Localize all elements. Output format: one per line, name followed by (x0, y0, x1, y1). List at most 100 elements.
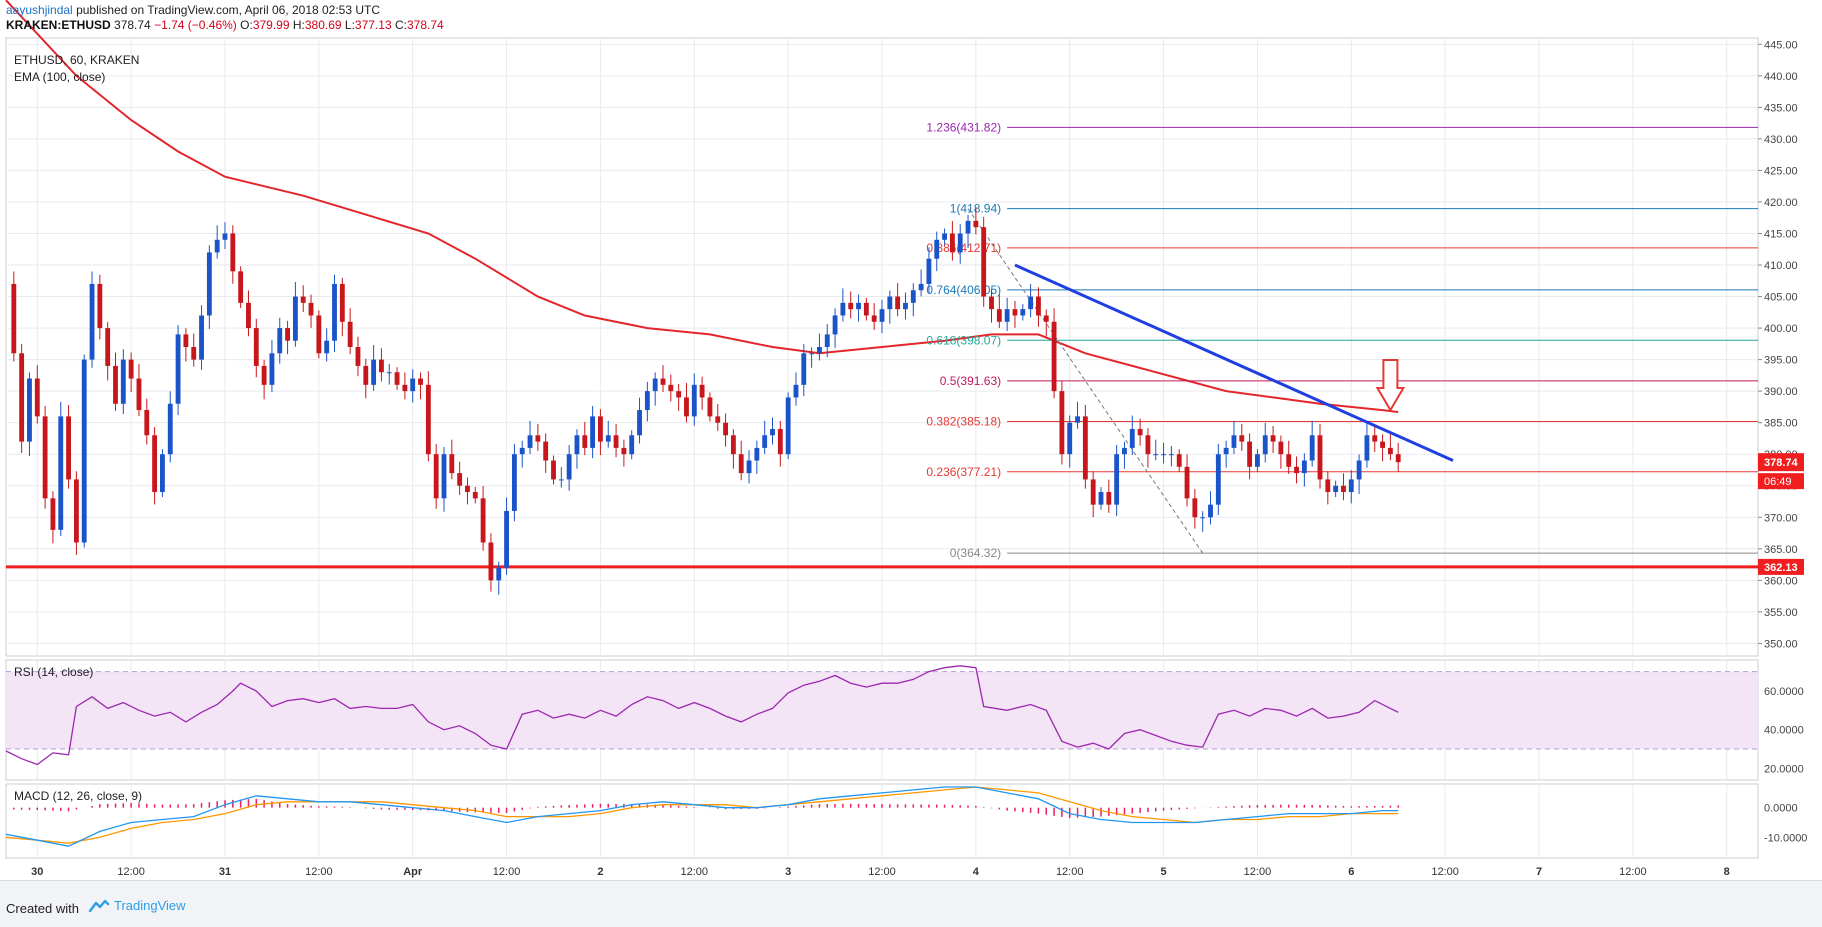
candle-body (410, 378, 416, 392)
candle-body (895, 296, 901, 310)
candle-body (120, 359, 126, 404)
candle-body (199, 315, 204, 360)
fib-level-label: 0.5(391.63) (940, 374, 1001, 388)
x-tick-label: 6 (1348, 866, 1354, 878)
price-chart[interactable]: 30 12:00 31 12:00 Apr 12:00 2 12:00 3 12:00 4 12:00… (0, 0, 1822, 880)
candle-body (574, 435, 580, 455)
candle-body (73, 479, 79, 543)
candle-body (957, 233, 963, 253)
candle-body (1036, 296, 1041, 316)
candle-body (191, 347, 197, 360)
high-label: H: (292, 18, 305, 32)
candle-body (324, 340, 330, 354)
candle-body (1059, 391, 1065, 455)
x-tick-label: 3 (785, 866, 791, 878)
candle-body (167, 403, 173, 455)
y-tick-label: 440.00 (1764, 71, 1798, 83)
fib-level-label: 0.382(385.18) (926, 415, 1001, 429)
open-value: 379.99 (252, 18, 290, 32)
candle-body (1176, 454, 1182, 467)
candle-body (300, 296, 306, 303)
y-tick-label: 360.00 (1764, 575, 1798, 587)
candle-body (50, 498, 56, 530)
candle-body (590, 416, 596, 448)
candle-body (1028, 296, 1034, 310)
low-value: 377.13 (354, 18, 392, 32)
candle-body (613, 435, 619, 448)
candle-body (1364, 435, 1370, 461)
y-tick-label: 420.00 (1764, 197, 1798, 209)
candle-body (832, 315, 838, 335)
candle-body (605, 435, 611, 442)
candle-body (81, 359, 87, 543)
candle-body (621, 447, 627, 455)
candle-body (34, 378, 40, 417)
candle-body (558, 479, 564, 481)
candle-body (1082, 416, 1088, 480)
symbol-name[interactable]: KRAKEN:ETHUSD (6, 18, 111, 32)
candle-body (840, 302, 846, 316)
candle-body (965, 220, 971, 234)
candle-body (551, 460, 556, 480)
price-change: −1.74 (−0.46%) (154, 18, 237, 32)
current-price-box (1758, 453, 1804, 472)
y-tick-label: 395.00 (1764, 355, 1798, 367)
candle-body (1043, 315, 1049, 322)
candle-body (1122, 447, 1127, 455)
candle-body (730, 435, 736, 455)
candle-body (1278, 441, 1284, 455)
candle-body (684, 397, 689, 417)
candle-body (1223, 447, 1229, 455)
author-link[interactable]: aayushjindal (6, 3, 73, 17)
candle-body (715, 416, 721, 423)
candle-body (1114, 454, 1120, 505)
candle-body (347, 321, 353, 347)
candle-body (637, 410, 642, 436)
current-price-label: 378.74 (1764, 457, 1799, 469)
macd-tick-label: 0.0000 (1764, 803, 1798, 815)
y-tick-label: 445.00 (1764, 39, 1798, 51)
fib-level-label: 0.618(398.07) (926, 333, 1001, 347)
candle-body (934, 239, 940, 259)
candle-body (785, 397, 791, 455)
candle-body (1341, 485, 1346, 493)
candle-body (496, 567, 502, 581)
candle-body (238, 271, 244, 303)
rsi-tick-label: 40.0000 (1764, 725, 1804, 737)
macd-line (5, 786, 1399, 847)
y-tick-label: 385.00 (1764, 418, 1798, 430)
candle-body (903, 302, 908, 310)
candle-body (269, 353, 275, 385)
down-arrow-icon (1375, 359, 1406, 413)
y-tick-label: 365.00 (1764, 544, 1798, 556)
candle-body (535, 435, 541, 442)
candle-body (152, 435, 158, 493)
ema-line (5, 0, 1399, 413)
candle-body (887, 296, 893, 310)
candle-body (1215, 454, 1221, 505)
macd-signal-line (5, 786, 1399, 844)
candle-body (1333, 485, 1339, 493)
candle-body (629, 435, 635, 455)
candle-body (230, 233, 236, 272)
candle-body (332, 283, 337, 341)
candle-body (582, 435, 588, 448)
candle-body (1129, 428, 1135, 448)
candle-body (402, 384, 408, 392)
candle-body (871, 315, 877, 322)
candle-body (723, 422, 728, 436)
rsi-tick-label: 20.0000 (1764, 763, 1804, 775)
candle-body (128, 359, 134, 379)
tradingview-link[interactable]: TradingView (88, 898, 186, 913)
rsi-band (6, 671, 1758, 750)
x-tick-label: Apr (403, 866, 423, 878)
x-tick-label: 8 (1724, 866, 1730, 878)
candle-body (1239, 435, 1245, 442)
candle-body (222, 233, 228, 240)
candle-body (676, 391, 682, 398)
candle-body (1168, 454, 1174, 456)
candle-body (11, 283, 17, 354)
y-tick-label: 415.00 (1764, 228, 1798, 240)
candle-body (160, 454, 165, 493)
candle-body (942, 233, 947, 240)
